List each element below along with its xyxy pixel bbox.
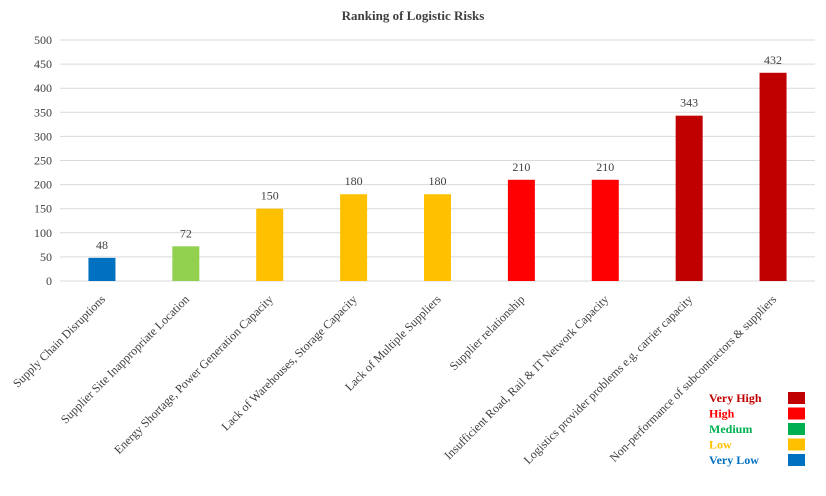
legend-swatch bbox=[788, 392, 805, 404]
bar bbox=[340, 194, 368, 281]
legend-label: Very Low bbox=[709, 453, 759, 467]
bar bbox=[759, 72, 787, 281]
y-tick-label: 450 bbox=[34, 57, 52, 71]
category-label: Logistics provider problems e.g. carrier… bbox=[521, 292, 696, 467]
category-label: Supplier relationship bbox=[447, 292, 528, 373]
category-label: Supply Chain Disruptions bbox=[10, 292, 108, 390]
y-tick-label: 400 bbox=[34, 81, 52, 95]
data-label: 432 bbox=[764, 53, 782, 67]
y-tick-label: 500 bbox=[34, 33, 52, 47]
y-tick-label: 350 bbox=[34, 105, 52, 119]
y-tick-label: 300 bbox=[34, 129, 52, 143]
category-label: Energy Shortage, Power Generation Capaci… bbox=[111, 292, 276, 457]
category-label: Lack of Warehouses, Storage Capacity bbox=[218, 292, 359, 433]
category-label: Insufficient Road, Rail & IT Network Cap… bbox=[441, 292, 611, 462]
data-label: 343 bbox=[680, 96, 698, 110]
y-tick-label: 0 bbox=[46, 274, 52, 288]
data-label: 210 bbox=[596, 160, 614, 174]
bar bbox=[675, 115, 703, 281]
data-label: 48 bbox=[96, 238, 108, 252]
y-tick-label: 150 bbox=[34, 202, 52, 216]
legend-swatch bbox=[788, 407, 805, 420]
data-labels: 48 72 150 180 180 210 210 343 432 bbox=[96, 53, 782, 252]
category-label: Non-performance of subcontractors & supp… bbox=[607, 292, 780, 465]
y-axis-tick-labels: 0 50 100 150 200 250 300 350 400 450 500 bbox=[34, 33, 52, 288]
data-label: 180 bbox=[429, 174, 447, 188]
y-tick-label: 100 bbox=[34, 226, 52, 240]
bar bbox=[507, 179, 535, 281]
bar bbox=[591, 179, 619, 281]
chart-title: Ranking of Logistic Risks bbox=[342, 8, 485, 23]
legend-label: High bbox=[709, 407, 735, 421]
legend-swatch bbox=[788, 454, 805, 466]
y-tick-label: 50 bbox=[40, 250, 52, 264]
data-label: 210 bbox=[512, 160, 530, 174]
legend-label: Very High bbox=[709, 391, 762, 405]
y-tick-label: 200 bbox=[34, 178, 52, 192]
data-label: 72 bbox=[180, 226, 192, 240]
bar bbox=[256, 208, 284, 281]
category-label: Lack of Multiple Suppliers bbox=[342, 292, 444, 394]
legend-swatch bbox=[788, 438, 805, 451]
bars bbox=[88, 72, 787, 281]
data-label: 150 bbox=[261, 189, 279, 203]
legend-swatch bbox=[788, 423, 805, 435]
y-tick-label: 250 bbox=[34, 154, 52, 168]
legend-label: Low bbox=[709, 438, 732, 452]
bar bbox=[424, 194, 451, 281]
bar bbox=[172, 246, 200, 281]
legend-label: Medium bbox=[709, 422, 752, 436]
data-label: 180 bbox=[345, 174, 363, 188]
bar bbox=[88, 257, 116, 281]
